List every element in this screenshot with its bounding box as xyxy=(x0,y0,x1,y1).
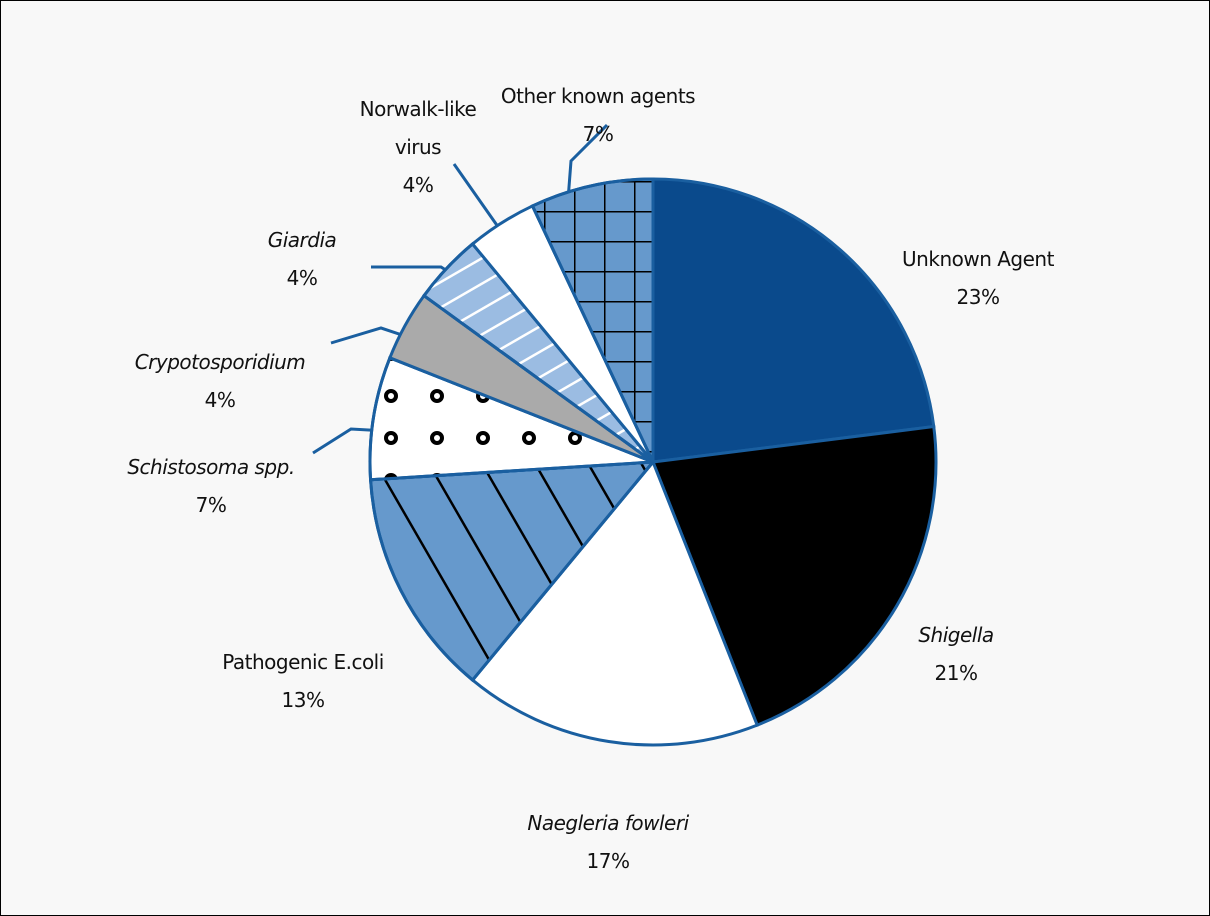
slices xyxy=(368,177,938,747)
value-label: 4% xyxy=(286,266,318,290)
slice xyxy=(651,177,936,464)
slice-label: Shigella 21% xyxy=(918,616,994,692)
slice-label: Schistosoma spp. 7% xyxy=(127,448,295,524)
value-label: 23% xyxy=(956,285,1000,309)
slice-pattern xyxy=(368,460,657,683)
category-label: Shigella xyxy=(918,623,994,647)
slice-label: Naegleria fowleri 17% xyxy=(527,804,689,880)
category-label: Pathogenic E.coli xyxy=(222,650,384,674)
value-label: 7% xyxy=(582,122,614,146)
category-label: Unknown Agent xyxy=(902,247,1054,271)
value-label: 17% xyxy=(586,849,630,873)
category-label: Giardia xyxy=(267,228,337,252)
category-label: Schistosoma spp. xyxy=(127,455,295,479)
category-label: Norwalk-like virus xyxy=(359,97,477,159)
slice xyxy=(470,459,760,747)
slice-label: Giardia 4% xyxy=(268,221,337,297)
slice-pattern xyxy=(368,355,654,482)
value-label: 21% xyxy=(934,661,978,685)
value-label: 7% xyxy=(195,493,227,517)
slice-label: Other known agents 7% xyxy=(500,77,696,153)
value-label: 4% xyxy=(204,388,236,412)
value-label: 13% xyxy=(281,688,325,712)
category-label: Other known agents xyxy=(500,84,696,108)
slice-label: Norwalk-like virus 4% xyxy=(353,90,483,204)
slice-label: Unknown Agent 23% xyxy=(902,240,1054,316)
slice-pattern xyxy=(530,177,655,463)
slice-label: Crypotosporidium 4% xyxy=(135,343,306,419)
category-label: Crypotosporidium xyxy=(134,350,306,374)
slice xyxy=(650,424,938,728)
value-label: 4% xyxy=(402,173,434,197)
category-label: Naegleria fowleri xyxy=(527,811,689,835)
slice-label: Pathogenic E.coli 13% xyxy=(222,643,384,719)
